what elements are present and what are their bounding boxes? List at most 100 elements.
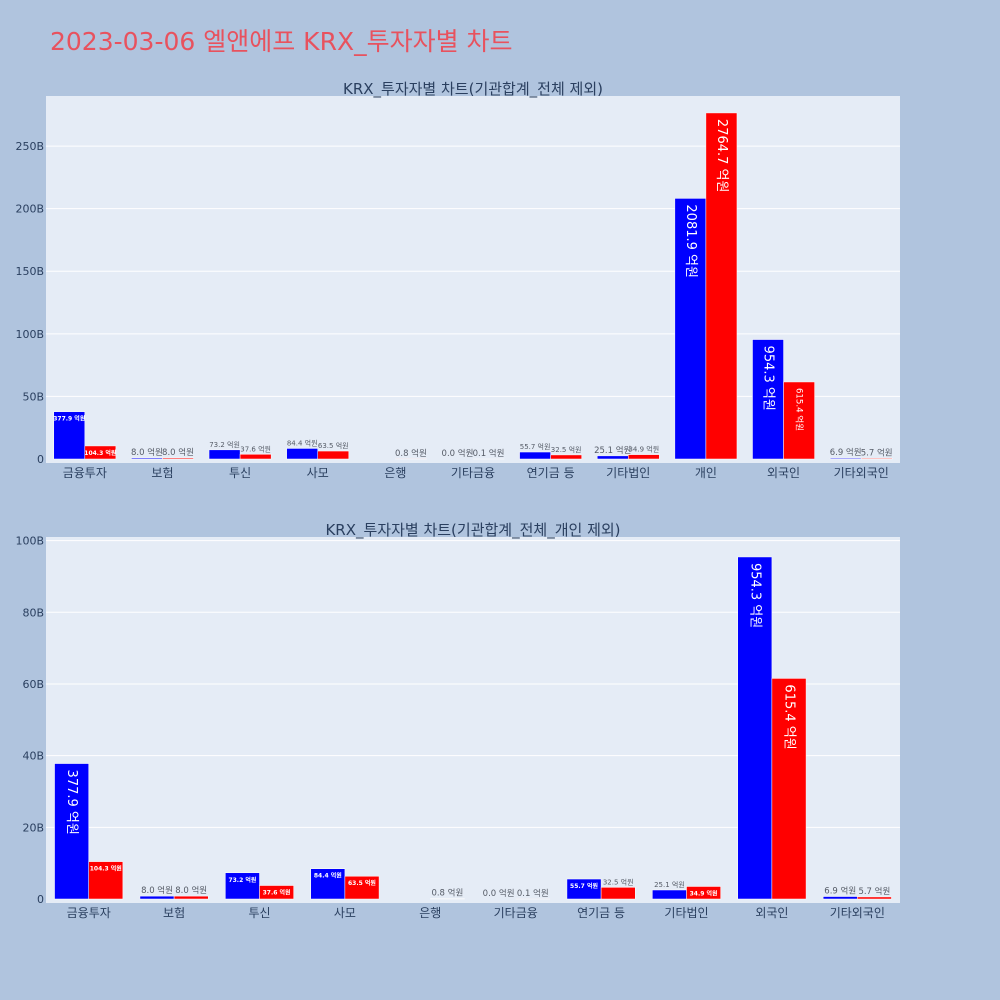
- bar: [596, 455, 629, 460]
- bar-value-label: 0.0 억원: [442, 448, 474, 459]
- bar: [860, 458, 893, 460]
- bar-value-label: 104.3 억원: [90, 865, 122, 873]
- bar-value-label: 32.5 억원: [551, 445, 582, 454]
- chart-title: KRX_투자자별 차트(기관합계_전체 제외): [343, 80, 603, 99]
- bar: [239, 454, 272, 460]
- bar-value-label: 73.2 억원: [209, 440, 240, 449]
- x-tick-label: 외국인: [767, 466, 800, 480]
- x-tick-label: 개인: [695, 466, 717, 480]
- chart-title: KRX_투자자별 차트(기관합계_전체_개인 제외): [325, 521, 620, 540]
- bar-value-label: 84.4 억원: [314, 872, 342, 880]
- bar-value-label: 6.9 억원: [830, 447, 862, 458]
- bar: [771, 678, 807, 900]
- bar-value-label: 37.6 억원: [240, 444, 271, 453]
- bar: [162, 457, 194, 460]
- bar-value-label: 2081.9 억원: [683, 204, 698, 278]
- y-tick-label: 20B: [22, 821, 44, 834]
- bar-value-label: 8.0 억원: [175, 885, 207, 896]
- x-tick-label: 기타법인: [664, 906, 708, 920]
- bar: [173, 895, 209, 900]
- bar-value-label: 8.0 억원: [131, 447, 163, 458]
- bar: [705, 112, 738, 460]
- bar-value-label: 34.9 억원: [628, 445, 659, 454]
- x-tick-label: 금융투자: [67, 906, 111, 920]
- page-title: 2023-03-06 엘앤에프 KRX_투자자별 차트: [50, 27, 513, 56]
- bar: [208, 449, 241, 460]
- bar-value-label: 954.3 억원: [761, 346, 776, 411]
- bar: [317, 450, 350, 460]
- y-tick-label: 250B: [15, 140, 44, 153]
- bar: [286, 448, 318, 460]
- x-tick-label: 기타금융: [451, 466, 495, 480]
- bar-value-label: 8.0 억원: [162, 447, 194, 458]
- bar: [225, 872, 260, 900]
- bar-value-label: 0.1 억원: [473, 448, 505, 459]
- x-tick-label: 은행: [384, 465, 406, 480]
- bar-value-label: 0.0 억원: [483, 888, 515, 899]
- x-tick-label: 기타금융: [494, 906, 538, 920]
- bar-value-label: 84.4 억원: [287, 438, 318, 447]
- bar-value-label: 377.9 억원: [53, 415, 85, 423]
- bar-value-label: 954.3 억원: [747, 563, 762, 628]
- bar: [53, 411, 86, 460]
- chart-investor-all: KRX_투자자별 차트(기관합계_전체 제외) 0 50B 100B 150B 200B…: [15, 80, 900, 480]
- bar: [344, 875, 380, 900]
- bar-value-label: 55.7 억원: [570, 882, 598, 890]
- bar-value-label: 73.2 억원: [228, 876, 256, 884]
- bar-value-label: 0.1 억원: [517, 888, 549, 899]
- y-tick-label: 0: [37, 893, 44, 906]
- bar: [259, 885, 294, 900]
- bar-value-label: 63.5 억원: [348, 879, 376, 887]
- x-tick-label: 투신: [229, 466, 251, 480]
- x-tick-label: 사모: [307, 466, 329, 480]
- x-tick-label: 기타법인: [606, 466, 650, 480]
- bar-value-label: 2764.7 억원: [714, 119, 729, 193]
- y-tick-label: 0: [37, 453, 44, 466]
- x-tick-label: 연기금 등: [577, 906, 625, 920]
- bar-value-label: 0.8 억원: [395, 448, 427, 459]
- x-tick-label: 금융투자: [63, 466, 107, 480]
- bar: [600, 887, 636, 900]
- bar-value-label: 34.9 억원: [690, 889, 718, 897]
- y-tick-label: 80B: [22, 606, 44, 619]
- y-tick-label: 150B: [15, 265, 44, 278]
- bar: [519, 451, 551, 460]
- bar-value-label: 0.8 억원: [431, 888, 463, 899]
- bar-value-label: 377.9 억원: [64, 770, 79, 835]
- y-tick-label: 100B: [15, 535, 44, 548]
- bar: [652, 889, 687, 900]
- x-tick-label: 연기금 등: [527, 466, 575, 480]
- bar-value-label: 25.1 억원: [654, 880, 685, 889]
- bar: [550, 454, 582, 460]
- bar: [737, 556, 773, 900]
- bar: [752, 339, 784, 460]
- x-tick-label: 은행: [419, 905, 441, 920]
- bar-value-label: 32.5 억원: [603, 877, 634, 886]
- bar: [628, 454, 660, 460]
- bar-value-label: 615.4 억원: [781, 684, 796, 749]
- x-tick-label: 투신: [248, 906, 270, 920]
- bar: [84, 445, 117, 460]
- y-tick-label: 50B: [22, 390, 44, 403]
- bar: [88, 861, 124, 900]
- bar: [783, 381, 815, 460]
- x-tick-label: 보험: [151, 466, 173, 480]
- bar-value-label: 37.6 억원: [263, 889, 291, 897]
- bar: [829, 457, 862, 460]
- bar: [674, 198, 707, 460]
- y-tick-label: 40B: [22, 750, 44, 763]
- x-tick-label: 사모: [334, 906, 356, 920]
- bar: [54, 763, 89, 900]
- bar-value-label: 5.7 억원: [858, 886, 890, 897]
- bar-value-label: 104.3 억원: [84, 449, 116, 457]
- bar: [686, 886, 721, 900]
- x-tick-label: 외국인: [755, 906, 788, 920]
- bar: [822, 896, 858, 900]
- bar: [131, 457, 163, 460]
- x-tick-label: 보험: [163, 906, 185, 920]
- bar-value-label: 5.7 억원: [861, 447, 893, 458]
- y-tick-label: 200B: [15, 203, 44, 216]
- bar-value-label: 63.5 억원: [318, 441, 349, 450]
- bar-value-label: 8.0 억원: [141, 885, 173, 896]
- bar: [857, 896, 892, 900]
